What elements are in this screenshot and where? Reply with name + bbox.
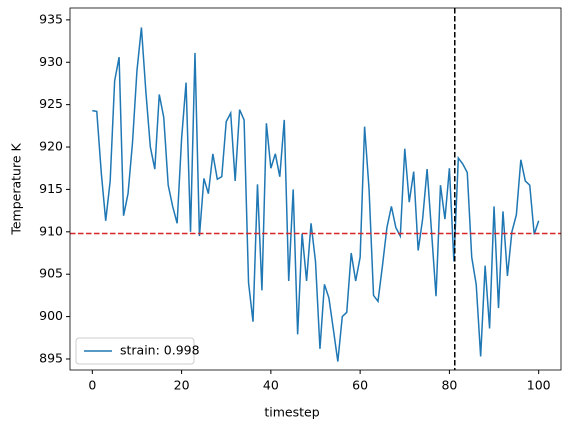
x-tick-label: 20 xyxy=(174,378,190,393)
y-tick-label: 930 xyxy=(39,54,63,69)
x-tick-label: 40 xyxy=(263,378,279,393)
data-line xyxy=(92,27,540,362)
legend-label: strain: 0.998 xyxy=(120,343,200,358)
x-tick-label: 60 xyxy=(352,378,368,393)
y-tick-label: 895 xyxy=(39,350,63,365)
y-tick-label: 910 xyxy=(39,223,63,238)
y-tick-label: 915 xyxy=(39,181,63,196)
x-tick-label: 80 xyxy=(441,378,457,393)
x-axis-label: timestep xyxy=(264,405,319,420)
plot-frame xyxy=(69,7,562,371)
x-tick-label: 100 xyxy=(527,378,551,393)
y-axis-label: Temperature K xyxy=(9,143,24,236)
x-tick-label: 0 xyxy=(88,378,96,393)
y-tick-label: 935 xyxy=(39,11,63,26)
y-tick-label: 900 xyxy=(39,308,63,323)
y-tick-label: 925 xyxy=(39,96,63,111)
y-tick-label: 920 xyxy=(39,139,63,154)
y-tick-label: 905 xyxy=(39,266,63,281)
legend-box xyxy=(75,337,195,365)
